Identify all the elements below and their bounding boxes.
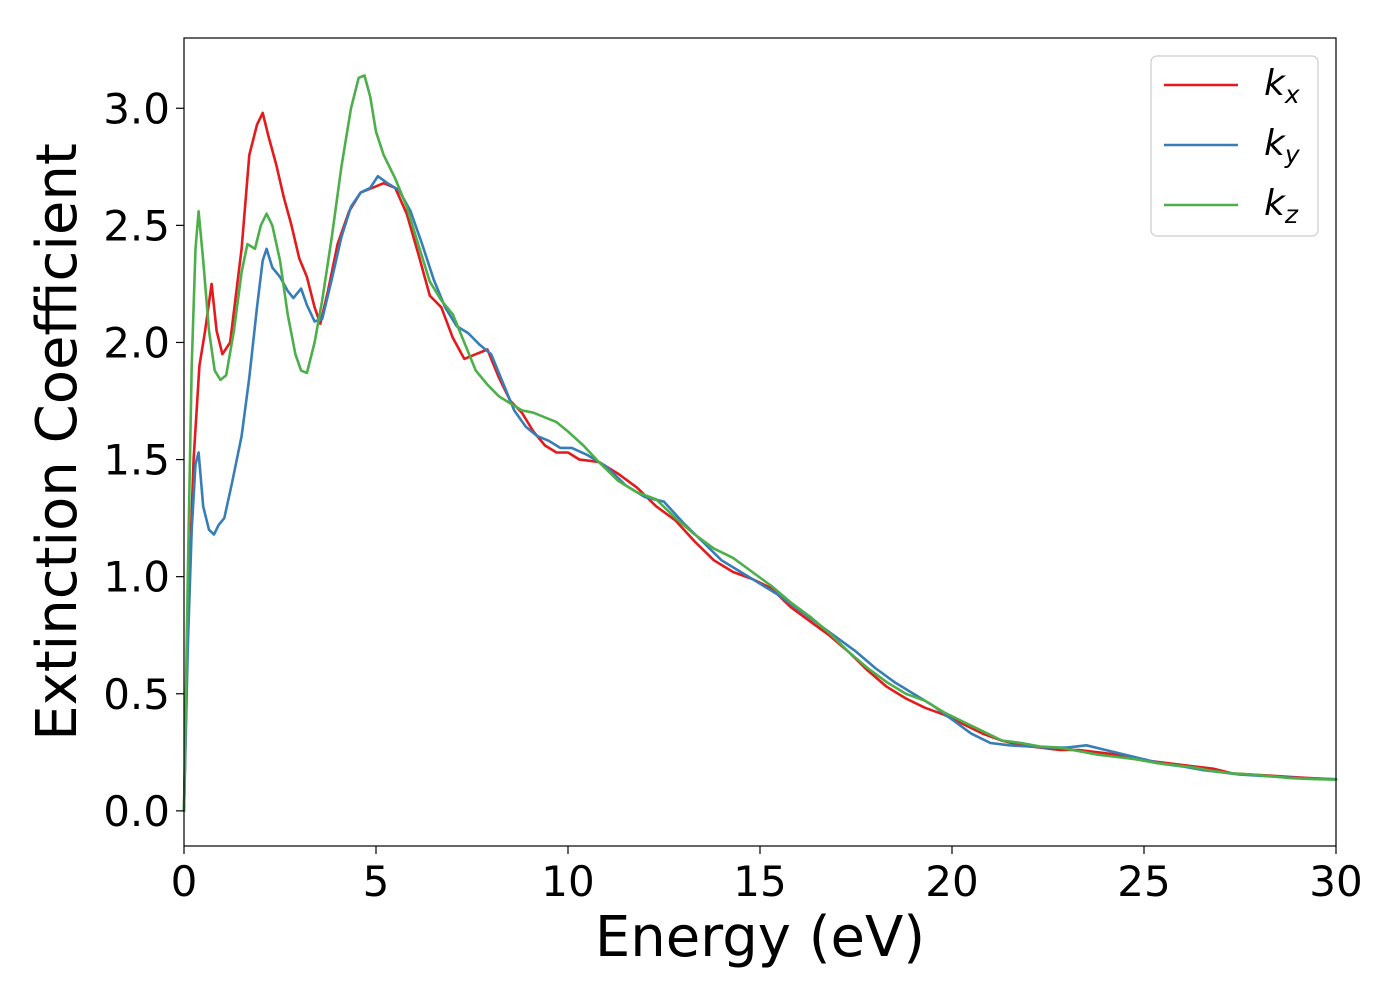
- x-tick-label: 15: [733, 857, 786, 906]
- x-tick-label: 10: [541, 857, 594, 906]
- legend: kx ky kz: [1150, 55, 1319, 237]
- series-line-kz: [182, 74, 1338, 813]
- x-tick-label: 30: [1309, 857, 1362, 906]
- x-tick-label: 25: [1117, 857, 1170, 906]
- y-tick-label: 2.5: [103, 201, 170, 250]
- x-tick-label: 0: [171, 857, 198, 906]
- x-tick-label: 20: [925, 857, 978, 906]
- y-axis: 0.0 0.5 1.0 1.5 2.0 2.5 3.0: [103, 84, 184, 836]
- y-tick-label: 1.0: [103, 553, 170, 602]
- y-axis-label: Extinction Coefficient: [25, 143, 90, 741]
- y-tick-label: 0.5: [103, 670, 170, 719]
- y-tick-label: 2.0: [103, 318, 170, 367]
- y-tick-label: 3.0: [103, 84, 170, 133]
- y-tick-label: 0.0: [103, 787, 170, 836]
- x-axis: 0 5 10 15 20 25 30: [171, 846, 1363, 906]
- y-tick-label: 1.5: [103, 436, 170, 485]
- legend-label-kz: kz: [1264, 183, 1299, 229]
- series-layer: [182, 74, 1338, 813]
- x-tick-label: 5: [363, 857, 390, 906]
- x-axis-label: Energy (eV): [595, 905, 925, 970]
- legend-label-ky: ky: [1264, 123, 1301, 169]
- legend-label-kx: kx: [1264, 63, 1300, 109]
